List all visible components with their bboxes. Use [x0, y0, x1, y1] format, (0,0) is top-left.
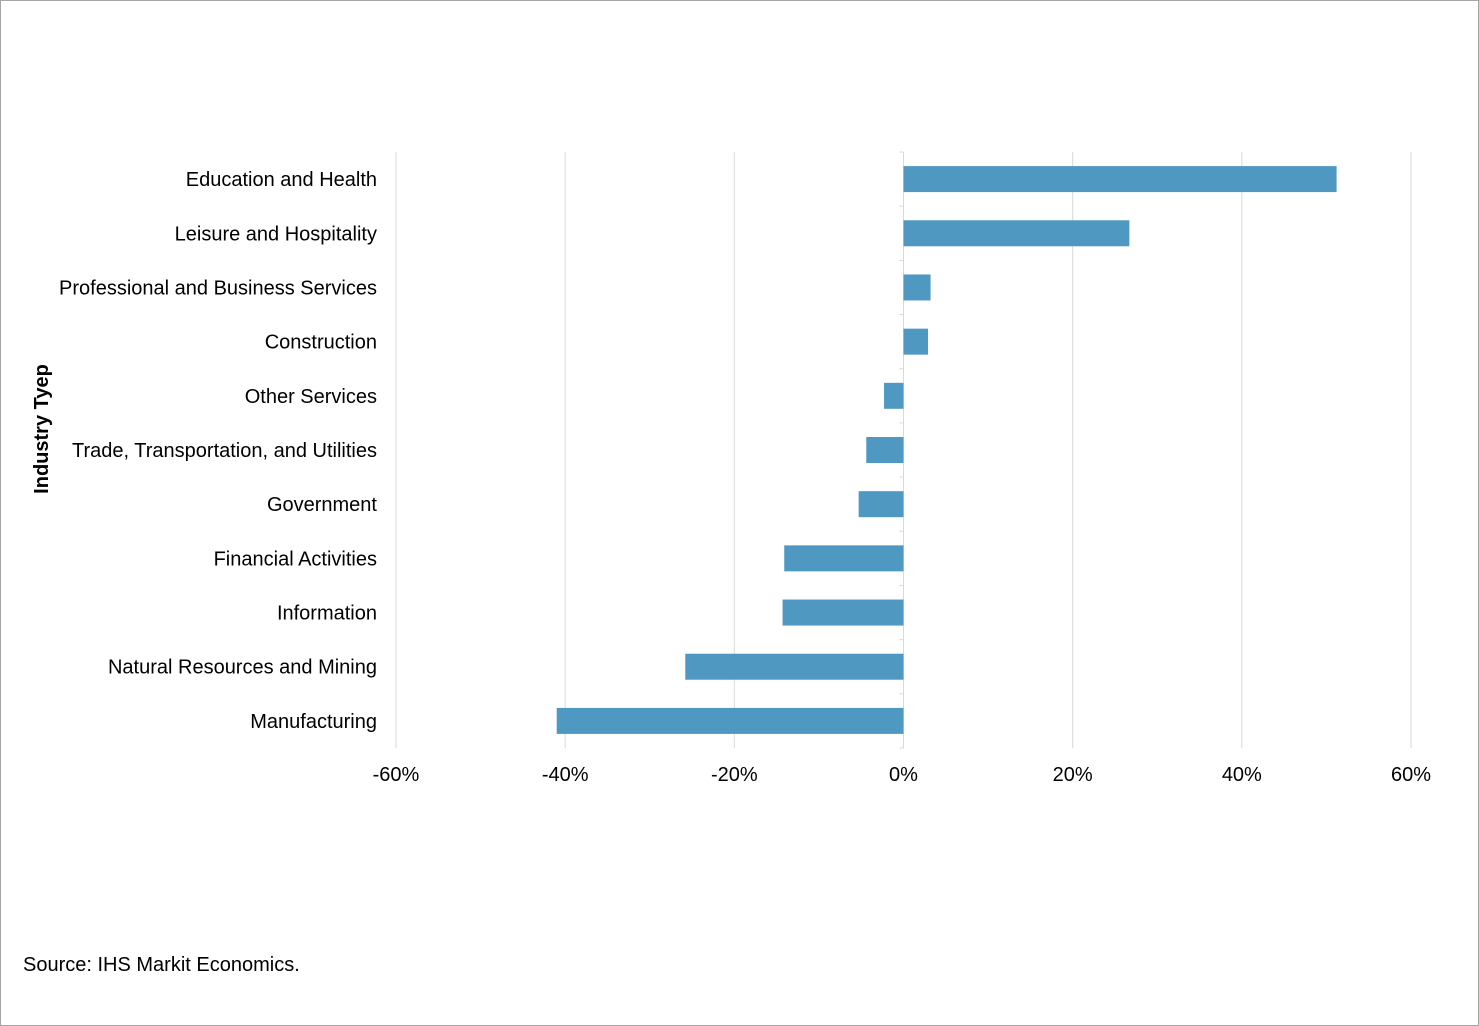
category-labels: Education and Health Leisure and Hospital…	[59, 169, 377, 733]
bars	[556, 166, 1337, 734]
x-tick-label: 60%	[1391, 764, 1431, 786]
x-tick-label: -20%	[711, 764, 758, 786]
y-axis-title: Industry Tyep	[31, 364, 53, 494]
category-label: Education and Health	[186, 169, 377, 191]
x-tick-label: 0%	[889, 764, 918, 786]
category-label: Construction	[265, 332, 377, 354]
bar	[556, 707, 904, 734]
bar	[866, 437, 904, 463]
category-label: Government	[267, 494, 377, 516]
category-label: Trade, Transportation, and Utilities	[72, 440, 377, 462]
category-label: Leisure and Hospitality	[175, 223, 377, 245]
category-label: Professional and Business Services	[59, 277, 377, 299]
bar	[903, 274, 931, 301]
bar	[782, 599, 904, 626]
bar	[858, 491, 904, 518]
bar	[884, 382, 904, 409]
bar	[784, 545, 904, 572]
category-label: Financial Activities	[214, 548, 377, 570]
category-label: Information	[277, 603, 377, 625]
bar	[903, 166, 1337, 193]
bar	[685, 653, 904, 680]
gridlines	[395, 151, 1412, 749]
bar	[903, 328, 929, 355]
category-label: Natural Resources and Mining	[108, 657, 377, 679]
source-note: Source: IHS Markit Economics.	[23, 954, 300, 976]
x-tick-labels: -60% -40% -20% 0% 20% 40% 60%	[373, 764, 1432, 786]
x-tick-label: 20%	[1053, 764, 1093, 786]
x-tick-label: -40%	[542, 764, 589, 786]
bar	[903, 220, 1130, 247]
category-label: Manufacturing	[250, 711, 377, 733]
x-tick-label: -60%	[373, 764, 420, 786]
category-label: Other Services	[245, 386, 377, 408]
x-tick-label: 40%	[1222, 764, 1262, 786]
